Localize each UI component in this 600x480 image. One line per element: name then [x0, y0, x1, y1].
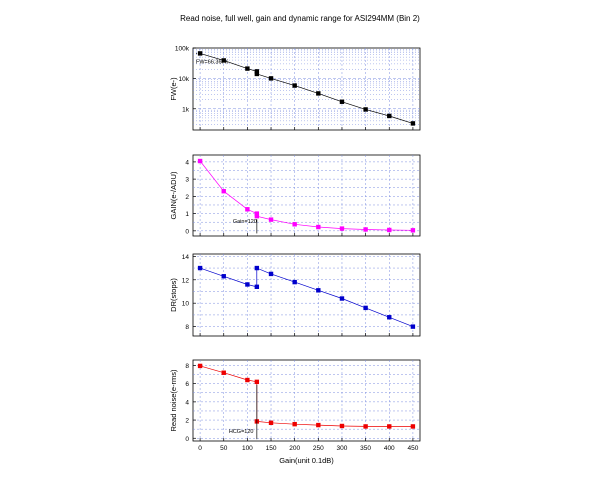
- y-tick-label-rn: 0: [185, 436, 189, 443]
- data-point-rn: [245, 377, 250, 383]
- data-point-gain: [316, 224, 321, 230]
- data-point-dr: [387, 315, 392, 320]
- panel-frame-dr: [192, 253, 421, 337]
- y-axis-label-rn: Read noise(e-rms): [169, 369, 178, 432]
- data-point-gain: [254, 213, 260, 219]
- y-tick-label-dr: 8: [185, 324, 189, 331]
- x-tick-label: 350: [360, 445, 371, 452]
- data-point-dr: [339, 296, 345, 301]
- data-point-rn: [316, 422, 321, 428]
- data-point-dr: [316, 288, 321, 293]
- y-axis-label-dr: DR(stops): [169, 278, 178, 312]
- y-tick-label-gain: 0: [185, 228, 189, 235]
- annotation-fw: FW=66.367K: [196, 59, 229, 65]
- data-point-fw: [245, 66, 250, 71]
- data-point-dr: [221, 274, 226, 279]
- y-tick-label-gain: 1: [185, 211, 189, 218]
- y-tick-label-fw: 10k: [179, 76, 190, 83]
- data-point-rn: [254, 379, 260, 385]
- data-point-dr: [363, 305, 368, 311]
- x-tick-label: 100: [242, 445, 253, 452]
- chart-title: Read noise, full well, gain and dynamic …: [180, 14, 420, 23]
- series-line-dr: [199, 267, 414, 327]
- data-point-gain: [197, 158, 203, 164]
- data-point-dr: [292, 279, 297, 285]
- data-point-fw: [221, 58, 226, 63]
- data-point-gain: [363, 227, 368, 232]
- data-point-gain: [221, 188, 226, 194]
- data-point-fw: [292, 83, 297, 88]
- annotation-gain: Gain=120: [233, 219, 257, 225]
- data-point-dr: [410, 324, 416, 329]
- panel-frame-fw: [192, 47, 421, 131]
- data-point-fw: [387, 113, 392, 119]
- data-point-fw: [410, 121, 416, 126]
- x-tick-label: 250: [313, 445, 324, 452]
- data-point-fw: [268, 76, 274, 81]
- data-point-rn: [268, 420, 274, 425]
- data-point-rn: [363, 424, 368, 429]
- data-point-gain: [245, 207, 250, 212]
- data-point-fw: [363, 107, 368, 112]
- data-point-fw: [254, 69, 260, 74]
- y-tick-label-rn: 6: [185, 381, 189, 388]
- data-point-dr: [245, 282, 250, 287]
- series-line-rn: [200, 365, 413, 427]
- data-point-gain: [410, 228, 416, 233]
- x-axis-label: Gain(unit 0.1dB): [279, 456, 334, 465]
- data-point-gain: [292, 222, 297, 227]
- y-tick-label-gain: 2: [185, 194, 189, 201]
- y-tick-label-dr: 10: [182, 301, 190, 308]
- x-tick-label: 0: [198, 445, 202, 452]
- panel-frame-gain: [192, 154, 421, 237]
- data-point-fw: [197, 51, 203, 56]
- y-tick-label-dr: 14: [182, 254, 190, 261]
- y-tick-label-gain: 4: [185, 159, 189, 166]
- data-point-rn: [197, 363, 203, 369]
- y-tick-label-rn: 4: [185, 399, 189, 406]
- series-line-gain: [199, 160, 413, 231]
- y-axis-label-fw: FW(e-): [169, 77, 178, 101]
- y-tick-label-gain: 3: [185, 177, 189, 184]
- y-tick-label-fw: 1k: [182, 106, 190, 113]
- x-tick-label: 400: [384, 445, 395, 452]
- x-tick-label: 200: [289, 445, 300, 452]
- data-point-gain: [339, 226, 345, 231]
- data-point-rn: [387, 424, 392, 429]
- x-tick-label: 300: [337, 445, 348, 452]
- y-axis-label-gain: GAIN(e-/ADU): [169, 171, 178, 219]
- y-tick-label-fw: 100k: [175, 46, 190, 53]
- data-point-rn: [410, 424, 416, 429]
- data-point-gain: [254, 211, 260, 216]
- data-point-dr: [254, 284, 260, 289]
- data-point-rn: [221, 370, 226, 375]
- data-point-rn: [339, 423, 345, 429]
- x-tick-label: 50: [220, 445, 228, 452]
- x-tick-label: 150: [266, 445, 277, 452]
- annotation-rn: HCG=120: [229, 429, 254, 435]
- data-point-gain: [387, 227, 392, 233]
- data-point-rn: [292, 421, 297, 427]
- data-point-fw: [254, 71, 260, 77]
- series-line-fw: [200, 53, 414, 124]
- data-point-fw: [339, 99, 345, 104]
- panel-frame-rn: [192, 359, 421, 442]
- data-point-fw: [316, 91, 321, 96]
- x-tick-label: 450: [407, 445, 418, 452]
- data-point-dr: [254, 265, 260, 271]
- data-point-dr: [268, 271, 274, 277]
- y-tick-label-rn: 8: [185, 363, 189, 370]
- data-point-dr: [197, 265, 203, 271]
- y-tick-label-rn: 2: [185, 418, 189, 425]
- y-tick-label-dr: 12: [182, 277, 190, 284]
- data-point-gain: [268, 217, 274, 222]
